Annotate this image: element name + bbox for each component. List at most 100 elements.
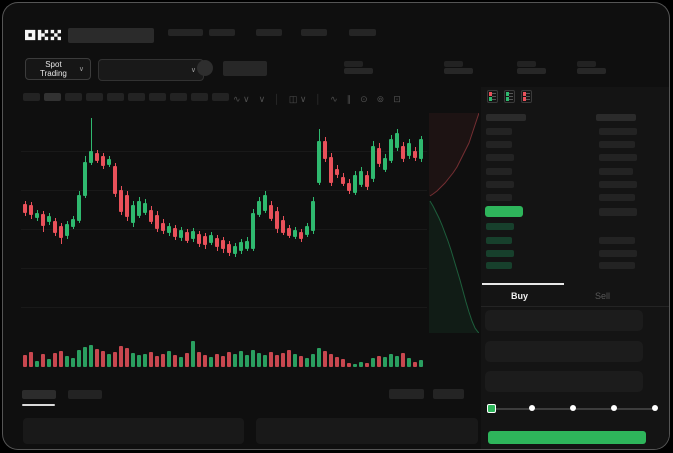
table-placeholder [256, 418, 478, 444]
volume-bar [185, 353, 189, 367]
candle-body [257, 201, 261, 215]
candlestick-chart[interactable] [3, 111, 481, 373]
slider-stop[interactable] [529, 405, 535, 411]
volume-bar [359, 362, 363, 367]
ask-price-cell[interactable] [486, 154, 514, 161]
pair-dropdown[interactable]: ∨ [98, 59, 204, 81]
nav-item[interactable] [168, 29, 203, 36]
nav-brand-block[interactable] [68, 28, 154, 43]
bottom-tab-active[interactable] [22, 390, 56, 399]
tab-sell[interactable]: Sell [595, 291, 611, 301]
volume-bar [353, 364, 357, 367]
ask-price-cell[interactable] [486, 141, 512, 148]
order-form-field[interactable] [485, 310, 643, 331]
volume-bar [299, 356, 303, 367]
ask-price-cell[interactable] [486, 194, 512, 201]
ask-price-cell[interactable] [486, 128, 512, 135]
orderbook-mode-icon[interactable] [521, 90, 532, 103]
timeframe-button[interactable] [170, 93, 187, 101]
mode-line [492, 93, 496, 94]
chart-tool-icon[interactable]: ∿ [330, 94, 338, 104]
bottom-tab[interactable] [68, 390, 102, 399]
timeframe-button[interactable] [212, 93, 229, 101]
volume-bar [215, 354, 219, 367]
bid-price-cell[interactable] [486, 262, 512, 269]
candle-body [287, 228, 291, 236]
bid-amount-cell[interactable] [599, 250, 637, 257]
volume-bar [149, 352, 153, 367]
volume-bar [389, 354, 393, 367]
volume-bar [101, 351, 105, 367]
volume-bar [41, 354, 45, 367]
chart-tool-icon[interactable]: ∨ [258, 94, 266, 104]
bottom-panel-action[interactable] [389, 389, 424, 399]
volume-bar [113, 352, 117, 367]
ask-amount-cell[interactable] [599, 141, 635, 148]
timeframe-button[interactable] [23, 93, 40, 101]
slider-stop[interactable] [570, 405, 576, 411]
bid-amount-cell[interactable] [599, 237, 635, 244]
ask-amount-cell[interactable] [599, 128, 637, 135]
ask-amount-cell[interactable] [599, 168, 633, 175]
timeframe-button[interactable] [149, 93, 166, 101]
timeframe-button[interactable] [107, 93, 124, 101]
candle-body [299, 232, 303, 239]
candle-body [305, 226, 309, 235]
depth-asks-fill [429, 113, 479, 196]
timeframe-button[interactable] [65, 93, 82, 101]
volume-bar [89, 345, 93, 367]
nav-item[interactable] [256, 29, 282, 36]
ask-amount-cell[interactable] [599, 181, 637, 188]
account-block[interactable] [223, 61, 267, 76]
order-form-field[interactable] [485, 341, 643, 362]
market-type-selector[interactable]: Spot Trading ∨ [25, 58, 91, 80]
last-price-amount [599, 208, 637, 216]
bottom-panel-action[interactable] [433, 389, 464, 399]
ask-amount-cell[interactable] [599, 154, 637, 161]
chart-tool-icon[interactable]: ◫ ∨ [288, 94, 307, 104]
gridline [21, 229, 427, 230]
orderbook-mode-icon[interactable] [504, 90, 515, 103]
nav-item[interactable] [301, 29, 327, 36]
candle-body [155, 215, 159, 229]
chart-tool-icon[interactable]: ∥ [346, 94, 352, 104]
avatar[interactable] [197, 60, 213, 76]
order-form-field[interactable] [485, 371, 643, 392]
bid-price-cell[interactable] [486, 223, 514, 230]
chart-tool-icon[interactable]: ⊙ [360, 94, 368, 104]
volume-bar [143, 354, 147, 367]
nav-item[interactable] [349, 29, 376, 36]
depth-chart[interactable] [429, 113, 479, 333]
timeframe-button[interactable] [86, 93, 103, 101]
slider-stop[interactable] [652, 405, 658, 411]
candle-body [161, 223, 165, 231]
mode-line [492, 99, 496, 100]
ticker-stat-value [344, 68, 373, 74]
tab-buy[interactable]: Buy [511, 291, 529, 301]
candle-body [335, 169, 339, 175]
bid-price-cell[interactable] [486, 250, 514, 257]
buy-submit-button[interactable] [488, 431, 646, 444]
slider-stop[interactable] [611, 405, 617, 411]
ask-price-cell[interactable] [486, 168, 512, 175]
timeframe-button[interactable] [44, 93, 61, 101]
timeframe-button[interactable] [128, 93, 145, 101]
orderbook-header-price [486, 114, 526, 121]
chart-tool-icon[interactable]: ⊚ [376, 94, 385, 104]
nav-item[interactable] [209, 29, 235, 36]
timeframe-button[interactable] [191, 93, 208, 101]
okx-logo[interactable] [25, 29, 61, 41]
last-price-badge[interactable] [485, 206, 523, 217]
orderbook-mode-icon[interactable] [487, 90, 498, 103]
bid-price-cell[interactable] [486, 237, 512, 244]
chart-tool-icon[interactable]: ⊡ [393, 94, 401, 104]
chart-tool-icon[interactable]: ∿ ∨ [233, 94, 250, 104]
slider-handle[interactable] [487, 404, 496, 413]
ask-amount-cell[interactable] [599, 194, 635, 201]
bottom-tab-underline [22, 404, 55, 406]
candle-body [233, 246, 237, 254]
bid-amount-cell[interactable] [599, 262, 635, 269]
ask-price-cell[interactable] [486, 181, 514, 188]
ticker-stat-label [517, 61, 536, 67]
candle-body [173, 228, 177, 237]
